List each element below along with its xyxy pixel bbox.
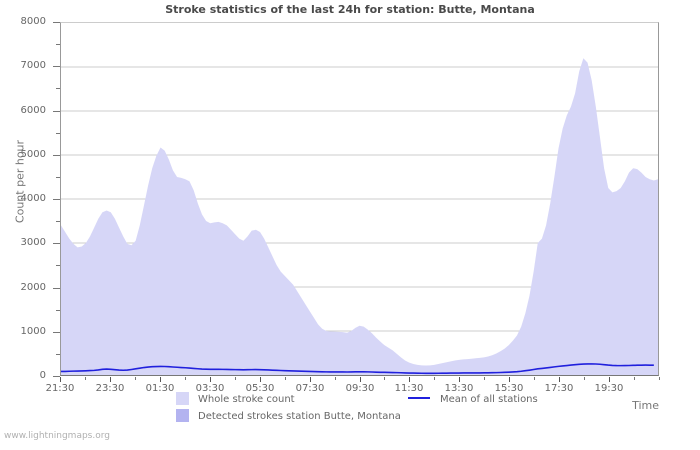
x-tick-minor <box>484 377 485 380</box>
x-tick-minor <box>135 377 136 380</box>
y-tick-label: 3000 <box>20 237 46 249</box>
x-tick-major <box>509 377 510 382</box>
x-tick-minor <box>634 377 635 380</box>
y-tick-label: 0 <box>39 370 46 381</box>
legend-label-detected-strokes: Detected strokes station Butte, Montana <box>198 411 401 422</box>
legend-swatch-detected-strokes <box>176 409 189 422</box>
series-line-mean-of-all-stations <box>61 363 654 375</box>
y-tick-minor <box>56 353 60 355</box>
legend: Whole stroke count Detected strokes stat… <box>0 392 700 426</box>
x-tick-minor <box>584 377 585 380</box>
x-tick-major <box>459 377 460 382</box>
x-tick-minor <box>434 377 435 380</box>
y-tick-minor <box>56 132 60 134</box>
chart-title: Stroke statistics of the last 24h for st… <box>165 3 535 16</box>
y-tick-major <box>53 376 60 377</box>
x-tick-label: 23:30 <box>95 383 125 394</box>
x-tick-minor <box>384 377 385 380</box>
x-tick-label: 09:30 <box>345 383 375 394</box>
x-tick-minor <box>85 377 86 380</box>
y-tick-minor <box>56 221 60 223</box>
x-tick-minor <box>659 377 660 380</box>
x-tick-major <box>110 377 111 382</box>
x-tick-major <box>60 377 61 382</box>
plot-area <box>60 22 659 376</box>
x-tick-label: 03:30 <box>195 383 225 394</box>
x-tick-minor <box>534 377 535 380</box>
x-tick-major <box>260 377 261 382</box>
x-tick-major <box>409 377 410 382</box>
y-tick-label: 7000 <box>20 60 46 72</box>
y-tick-major <box>53 154 60 156</box>
series-area-whole-stroke-count <box>61 58 658 375</box>
y-tick-major <box>53 22 60 23</box>
x-tick-major <box>609 377 610 382</box>
y-tick-major <box>53 110 60 112</box>
x-tick-minor <box>335 377 336 380</box>
x-tick-major <box>310 377 311 382</box>
x-tick-label: 21:30 <box>45 383 75 394</box>
x-tick-label: 17:30 <box>544 383 574 394</box>
y-tick-label: 6000 <box>20 104 46 116</box>
x-tick-label: 07:30 <box>295 383 325 394</box>
x-tick-label: 01:30 <box>145 383 175 394</box>
y-tick-minor <box>56 88 60 90</box>
y-tick-label: 2000 <box>20 281 46 293</box>
x-tick-minor <box>185 377 186 380</box>
y-tick-major <box>53 287 60 289</box>
legend-label-mean-of-all-stations: Mean of all stations <box>440 394 538 405</box>
y-tick-label: 5000 <box>20 148 46 160</box>
x-tick-label: 19:30 <box>594 383 624 394</box>
x-tick-minor <box>285 377 286 380</box>
x-tick-label: 11:30 <box>394 383 424 394</box>
plot-svg <box>61 58 658 375</box>
x-tick-label: 13:30 <box>444 383 474 394</box>
y-tick-minor <box>56 309 60 311</box>
x-tick-major <box>559 377 560 382</box>
y-tick-major <box>53 66 60 68</box>
y-tick-major <box>53 331 60 333</box>
y-tick-label: 8000 <box>20 16 46 27</box>
x-tick-minor <box>235 377 236 380</box>
y-tick-label: 1000 <box>20 325 46 337</box>
y-tick-label: 4000 <box>20 193 46 204</box>
y-tick-minor <box>56 265 60 267</box>
x-tick-major <box>160 377 161 382</box>
legend-swatch-whole-stroke-count <box>176 392 189 405</box>
y-tick-major <box>53 243 60 245</box>
y-tick-minor <box>56 44 60 46</box>
legend-label-whole-stroke-count: Whole stroke count <box>198 394 295 405</box>
x-tick-major <box>360 377 361 382</box>
x-tick-label: 15:30 <box>494 383 524 394</box>
y-tick-major <box>53 199 60 200</box>
x-tick-label: 05:30 <box>245 383 275 394</box>
x-axis-label: Time <box>632 399 659 412</box>
y-tick-minor <box>56 176 60 178</box>
watermark: www.lightningmaps.org <box>4 431 110 441</box>
x-tick-major <box>210 377 211 382</box>
legend-line-mean-of-all-stations <box>408 397 430 399</box>
